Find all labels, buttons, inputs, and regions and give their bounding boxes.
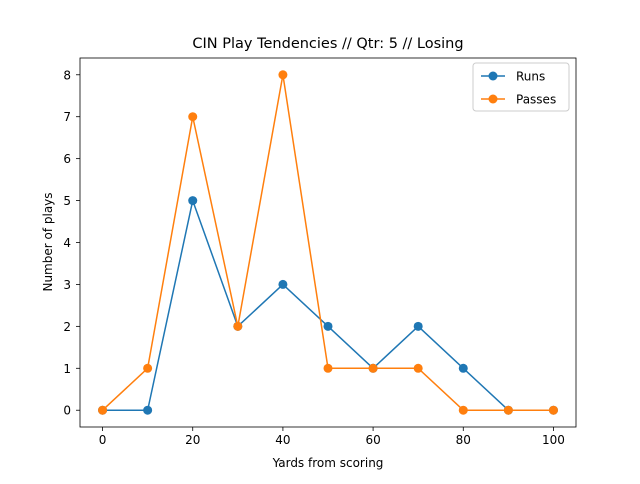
plot-area: 0 20 40 60 80 100 0 1 2 3 4 5 6 7 8 [63,57,577,447]
data-point-passes [458,405,468,415]
data-point-passes [548,405,558,415]
data-point-passes [188,112,198,122]
chart-title: CIN Play Tendencies // Qtr: 5 // Losing [192,36,463,52]
x-tick-label: 40 [275,433,290,447]
data-point-passes [368,363,378,373]
y-tick-label: 7 [63,110,71,124]
legend-label: Runs [516,70,545,84]
y-tick-label: 0 [63,404,71,418]
data-point-passes [143,363,153,373]
x-tick-label: 60 [365,433,380,447]
x-tick-label: 80 [456,433,471,447]
x-axis-label: Yards from scoring [272,456,384,470]
y-tick-label: 1 [63,362,71,376]
data-point-passes [413,363,423,373]
data-point-passes [323,363,333,373]
data-point-passes [98,405,108,415]
data-point-passes [503,405,513,415]
data-point-runs [323,321,333,331]
data-point-passes [278,70,288,80]
legend-marker [488,94,498,104]
y-axis-label: Number of plays [41,192,55,291]
y-tick-label: 5 [63,194,71,208]
y-tick-label: 8 [63,68,71,82]
y-tick-label: 2 [63,320,71,334]
y-tick-label: 4 [63,236,71,250]
y-tick-label: 3 [63,278,71,292]
legend: Runs Passes [472,62,570,112]
series-line-runs [102,199,554,411]
data-point-runs [188,196,198,206]
data-point-runs [458,363,468,373]
series-line-passes [102,74,554,411]
data-point-runs [413,321,423,331]
data-point-runs [143,405,153,415]
data-point-runs [278,279,288,289]
y-tick-label: 6 [63,152,71,166]
data-point-passes [233,321,243,331]
legend-label: Passes [516,93,556,107]
x-tick-label: 20 [185,433,200,447]
x-tick-label: 0 [99,433,107,447]
legend-marker [488,71,498,81]
x-tick-label: 100 [542,433,565,447]
